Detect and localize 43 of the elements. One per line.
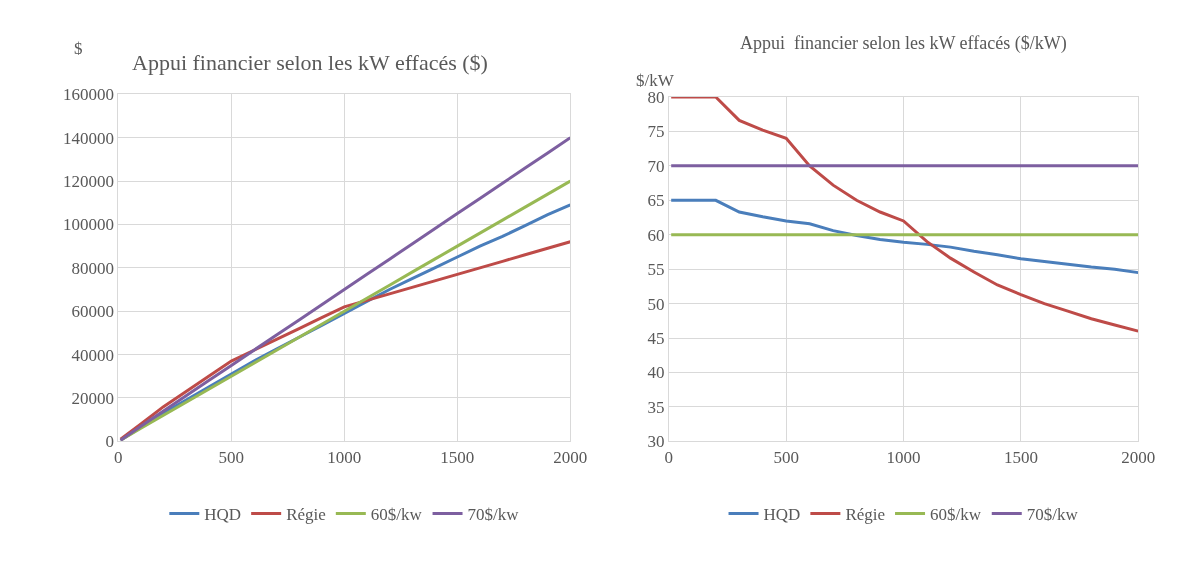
- y-tick-label: 40: [647, 363, 665, 383]
- y-tick-label: 20000: [71, 388, 114, 408]
- legend-label: HQD: [204, 505, 242, 525]
- y-tick-label: 65: [647, 191, 665, 211]
- y-tick-label: 100000: [62, 215, 114, 235]
- legend-label: Régie: [286, 505, 326, 525]
- x-tick-label: 500: [773, 447, 799, 467]
- legend-label: 60$/kw: [370, 505, 423, 525]
- y-tick-label: 80000: [71, 258, 114, 278]
- y-tick-label: 30: [647, 432, 665, 452]
- legend-label: Régie: [845, 505, 886, 525]
- legend-label: HQD: [763, 505, 801, 525]
- x-tick-label: 1500: [1003, 447, 1038, 467]
- y-tick-label: 80: [647, 87, 665, 107]
- x-tick-label: 2000: [1121, 447, 1156, 467]
- y-tick-label: 160000: [62, 85, 114, 105]
- x-tick-label: 1000: [327, 447, 362, 467]
- y-tick-label: 0: [105, 432, 114, 452]
- y-tick-label: 35: [647, 397, 665, 417]
- legend-label: 60$/kw: [930, 505, 982, 525]
- line-series: [669, 198, 1139, 275]
- y-axis-title: $/kW: [636, 71, 675, 90]
- y-tick-label: 50: [647, 294, 665, 314]
- line-series: [119, 240, 571, 441]
- line-series: [669, 97, 1139, 333]
- y-tick-label: 70: [647, 156, 665, 176]
- y-tick-label: 60: [647, 225, 665, 245]
- y-tick-label: 55: [647, 260, 665, 280]
- y-tick-label: 45: [647, 328, 665, 348]
- x-tick-label: 1000: [886, 447, 921, 467]
- x-tick-label: 2000: [553, 447, 588, 467]
- y-tick-label: 60000: [71, 302, 114, 322]
- y-tick-label: 140000: [62, 128, 114, 148]
- legend-label: 70$/kw: [467, 505, 520, 525]
- y-axis-title: $: [74, 39, 83, 58]
- chart-title: Appui financier selon les kW effacés ($): [132, 50, 488, 75]
- y-tick-label: 75: [647, 122, 665, 142]
- x-tick-label: 500: [218, 447, 245, 467]
- y-tick-label: 40000: [71, 345, 114, 365]
- x-tick-label: 1500: [440, 447, 475, 467]
- y-tick-label: 120000: [62, 172, 114, 192]
- legend-label: 70$/kw: [1026, 505, 1079, 525]
- chart-title: Appui financier selon les kW effacés ($/kW): [740, 33, 1067, 54]
